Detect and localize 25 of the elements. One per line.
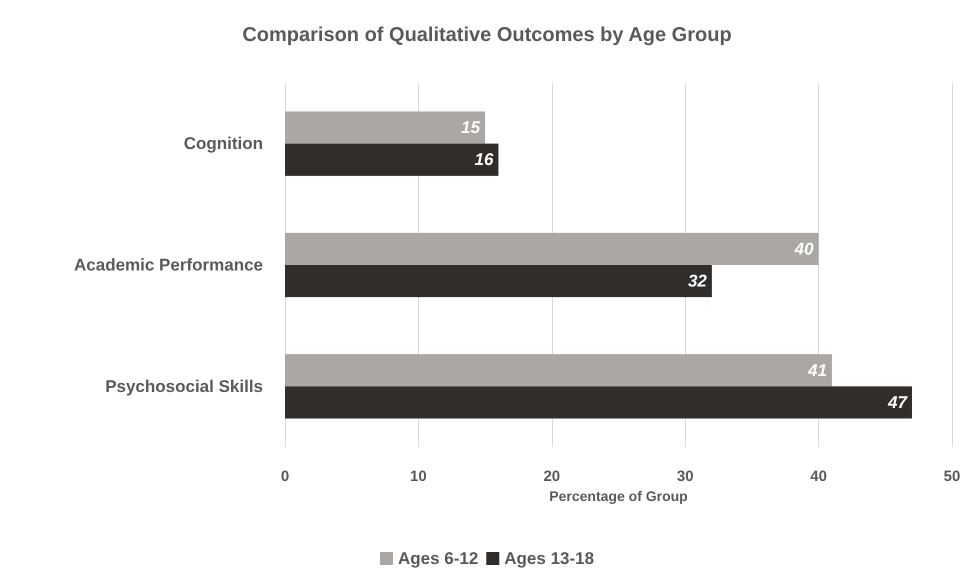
bar xyxy=(285,144,498,176)
data-label: 47 xyxy=(887,392,909,412)
data-label: 41 xyxy=(807,360,827,380)
y-tick-label: Cognition xyxy=(184,134,263,154)
x-tick-label: 40 xyxy=(810,468,827,485)
bar xyxy=(285,112,486,144)
data-label: 16 xyxy=(474,150,494,170)
x-tick-label: 20 xyxy=(543,468,560,485)
x-tick-label: 10 xyxy=(410,468,427,485)
data-label: 32 xyxy=(688,272,708,291)
bar xyxy=(285,354,832,386)
x-axis-title: Percentage of Group xyxy=(549,488,688,504)
data-label: 15 xyxy=(461,118,481,138)
x-tick-label: 30 xyxy=(676,468,694,485)
y-tick-label: Academic Performance xyxy=(74,256,263,274)
x-tick-label: 0 xyxy=(280,468,290,485)
bar xyxy=(285,232,819,265)
x-tick-label: 50 xyxy=(944,468,960,485)
bar xyxy=(285,265,712,298)
bar xyxy=(285,386,912,418)
data-label: 40 xyxy=(794,239,814,258)
legend-label: Ages 6-12 xyxy=(398,549,478,568)
legend-label: Ages 13-18 xyxy=(504,549,594,568)
y-tick-label: Psychosocial Skills xyxy=(105,376,263,396)
chart-title: Comparison of Qualitative Outcomes by Age Group xyxy=(242,24,732,46)
